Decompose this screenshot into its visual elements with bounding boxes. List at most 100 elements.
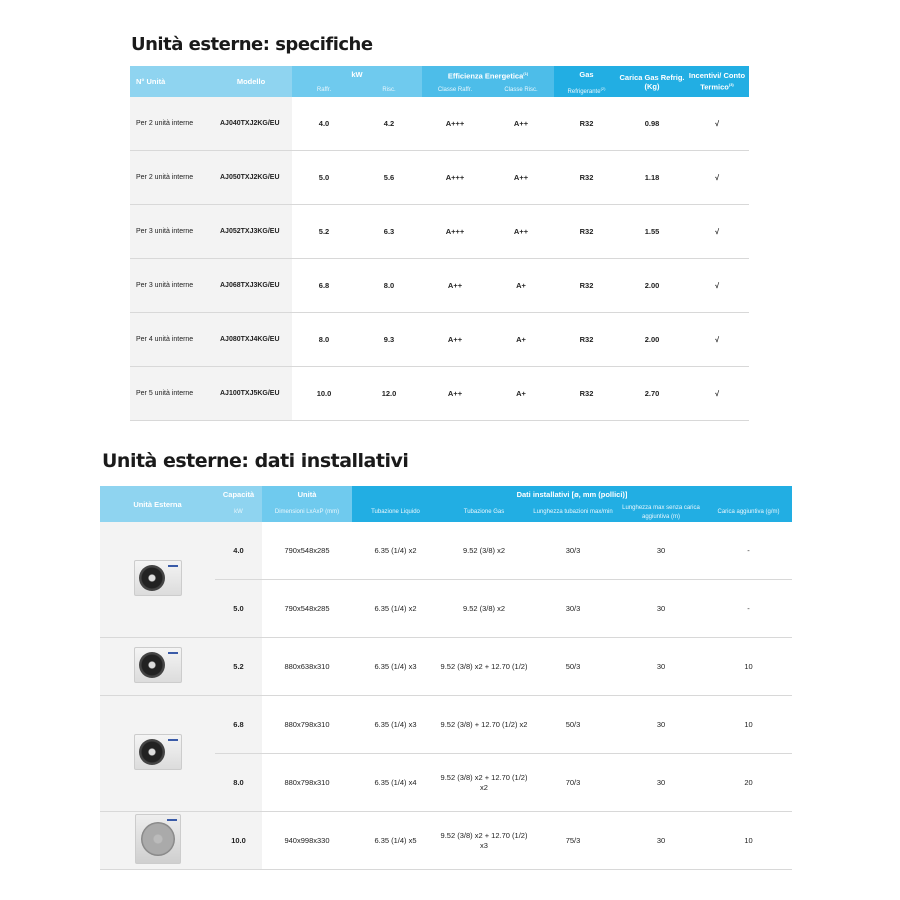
unit-image-cell: [100, 811, 215, 870]
header-refrig: Refrigerante(2): [554, 83, 619, 97]
cell-risc: 12.0: [356, 366, 422, 421]
header-efficiency: Efficienza Energetica(1): [422, 66, 554, 83]
cell-gas: R32: [554, 150, 619, 205]
cell-gas: 9.52 (3/8) x2 + 12.70 (1/2): [439, 637, 529, 696]
cell-cap: 5.2: [215, 637, 262, 696]
cell-lung: 70/3: [529, 753, 617, 812]
cell-risc: 6.3: [356, 204, 422, 259]
cell-classe-raff: A+++: [422, 150, 488, 205]
table-row: 6.8 880x798x310 6.35 (1/4) x3 9.52 (3/8) + …: [100, 695, 792, 812]
cell-classe-risc: A+: [488, 312, 554, 367]
header-classe-raff: Classe Raffr.: [422, 83, 488, 97]
cell-incentivi: √: [685, 366, 749, 421]
brand-logo: [167, 652, 178, 654]
install-table: Unità Esterna Capacità Unità Dati instal…: [100, 486, 792, 870]
cell-carica: 10: [705, 811, 792, 870]
table-row: Per 5 unità interne AJ100TXJ5KG/EU 10.0 12.…: [130, 366, 749, 421]
outdoor-unit-image: [133, 734, 182, 770]
cell-model: AJ068TXJ3KG/EU: [210, 258, 292, 313]
cell-gas: R32: [554, 366, 619, 421]
table-row: 4.0 790x548x285 6.35 (1/4) x2 9.52 (3/8) x2…: [100, 522, 792, 638]
cell-carica: 10: [705, 695, 792, 754]
outdoor-unit-image: [133, 647, 182, 683]
cell-gas: 9.52 (3/8) x2 + 12.70 (1/2) x2: [439, 753, 529, 812]
cell-gas: 9.52 (3/8) x2: [439, 522, 529, 580]
cell-raff: 10.0: [292, 366, 356, 421]
outdoor-unit-image: [134, 814, 181, 864]
unit-image-cell: [100, 695, 215, 812]
cell-carica: 2.70: [619, 366, 685, 421]
table-row: Per 3 unità interne AJ052TXJ3KG/EU 5.2 6.3 A…: [130, 204, 749, 259]
cell-classe-risc: A++: [488, 97, 554, 151]
cell-liq: 6.35 (1/4) x3: [352, 695, 439, 754]
cell-gas: R32: [554, 97, 619, 151]
header-model: Modello: [210, 66, 292, 97]
cell-carica: 10: [705, 637, 792, 696]
cell-dim: 880x798x310: [262, 753, 352, 812]
outdoor-unit-image: [133, 560, 182, 596]
cell-lung-max: 30: [617, 811, 705, 870]
header-cap: Capacità: [215, 486, 262, 503]
header-liq: Tubazione Liquido: [352, 503, 439, 522]
cell-model: AJ100TXJ5KG/EU: [210, 366, 292, 421]
header-gas: Gas: [554, 66, 619, 83]
cell-units: Per 4 unità interne: [130, 312, 210, 367]
cell-classe-raff: A+++: [422, 97, 488, 151]
cell-gas: R32: [554, 258, 619, 313]
cell-gas: 9.52 (3/8) x2 + 12.70 (1/2) x3: [439, 811, 529, 870]
cell-carica: -: [705, 579, 792, 638]
cell-lung: 50/3: [529, 637, 617, 696]
cell-carica: 1.55: [619, 204, 685, 259]
cell-risc: 8.0: [356, 258, 422, 313]
install-title: Unità esterne: dati installativi: [102, 450, 409, 472]
cell-classe-raff: A+++: [422, 204, 488, 259]
cell-liq: 6.35 (1/4) x2: [352, 579, 439, 638]
cell-gas: R32: [554, 204, 619, 259]
header-charge: Carica Gas Refrig. (Kg): [619, 66, 685, 97]
cell-raff: 6.8: [292, 258, 356, 313]
cell-incentivi: √: [685, 312, 749, 367]
cell-liq: 6.35 (1/4) x3: [352, 637, 439, 696]
cell-lung-max: 30: [617, 753, 705, 812]
cell-model: AJ040TXJ2KG/EU: [210, 97, 292, 151]
cell-classe-risc: A++: [488, 150, 554, 205]
header-carica: Carica aggiuntiva (g/m): [705, 503, 792, 522]
cell-model: AJ080TXJ4KG/EU: [210, 312, 292, 367]
cell-raff: 5.2: [292, 204, 356, 259]
fan-icon: [138, 565, 165, 591]
cell-units: Per 2 unità interne: [130, 97, 210, 151]
cell-units: Per 3 unità interne: [130, 258, 210, 313]
brand-logo: [166, 819, 177, 821]
table-row: Per 2 unità interne AJ040TXJ2KG/EU 4.0 4.2 A…: [130, 97, 749, 151]
header-classe-risc: Classe Risc.: [488, 83, 554, 97]
unit-image-cell: [100, 522, 215, 638]
cell-cap: 6.8: [215, 695, 262, 754]
header-units: N° Unità: [130, 66, 210, 97]
cell-gas: 9.52 (3/8) + 12.70 (1/2) x2: [439, 695, 529, 754]
table-row: Per 3 unità interne AJ068TXJ3KG/EU 6.8 8.0 A…: [130, 258, 749, 313]
table-row: 10.0 940x998x330 6.35 (1/4) x5 9.52 (3/8) x…: [100, 811, 792, 870]
cell-classe-risc: A++: [488, 204, 554, 259]
table-row: 5.0 790x548x285 6.35 (1/4) x2 9.52 (3/8) x2…: [100, 579, 792, 638]
cell-carica: 20: [705, 753, 792, 812]
cell-liq: 6.35 (1/4) x5: [352, 811, 439, 870]
cell-units: Per 5 unità interne: [130, 366, 210, 421]
cell-risc: 4.2: [356, 97, 422, 151]
cell-cap: 8.0: [215, 753, 262, 812]
cell-liq: 6.35 (1/4) x2: [352, 522, 439, 580]
fan-icon: [138, 739, 165, 765]
cell-risc: 9.3: [356, 312, 422, 367]
cell-dim: 790x548x285: [262, 522, 352, 580]
cell-cap: 4.0: [215, 522, 262, 580]
header-dati: Dati installativi [ø, mm (pollici)]: [352, 486, 792, 503]
table-row: Per 4 unità interne AJ080TXJ4KG/EU 8.0 9.3 A…: [130, 312, 749, 367]
cell-cap: 10.0: [215, 811, 262, 870]
cell-classe-raff: A++: [422, 258, 488, 313]
cell-gas: 9.52 (3/8) x2: [439, 579, 529, 638]
header-unita: Unità: [262, 486, 352, 503]
cell-lung: 30/3: [529, 579, 617, 638]
cell-incentivi: √: [685, 204, 749, 259]
cell-carica: -: [705, 522, 792, 580]
cell-dim: 940x998x330: [262, 811, 352, 870]
header-lung: Lunghezza tubazioni max/min: [529, 503, 617, 522]
